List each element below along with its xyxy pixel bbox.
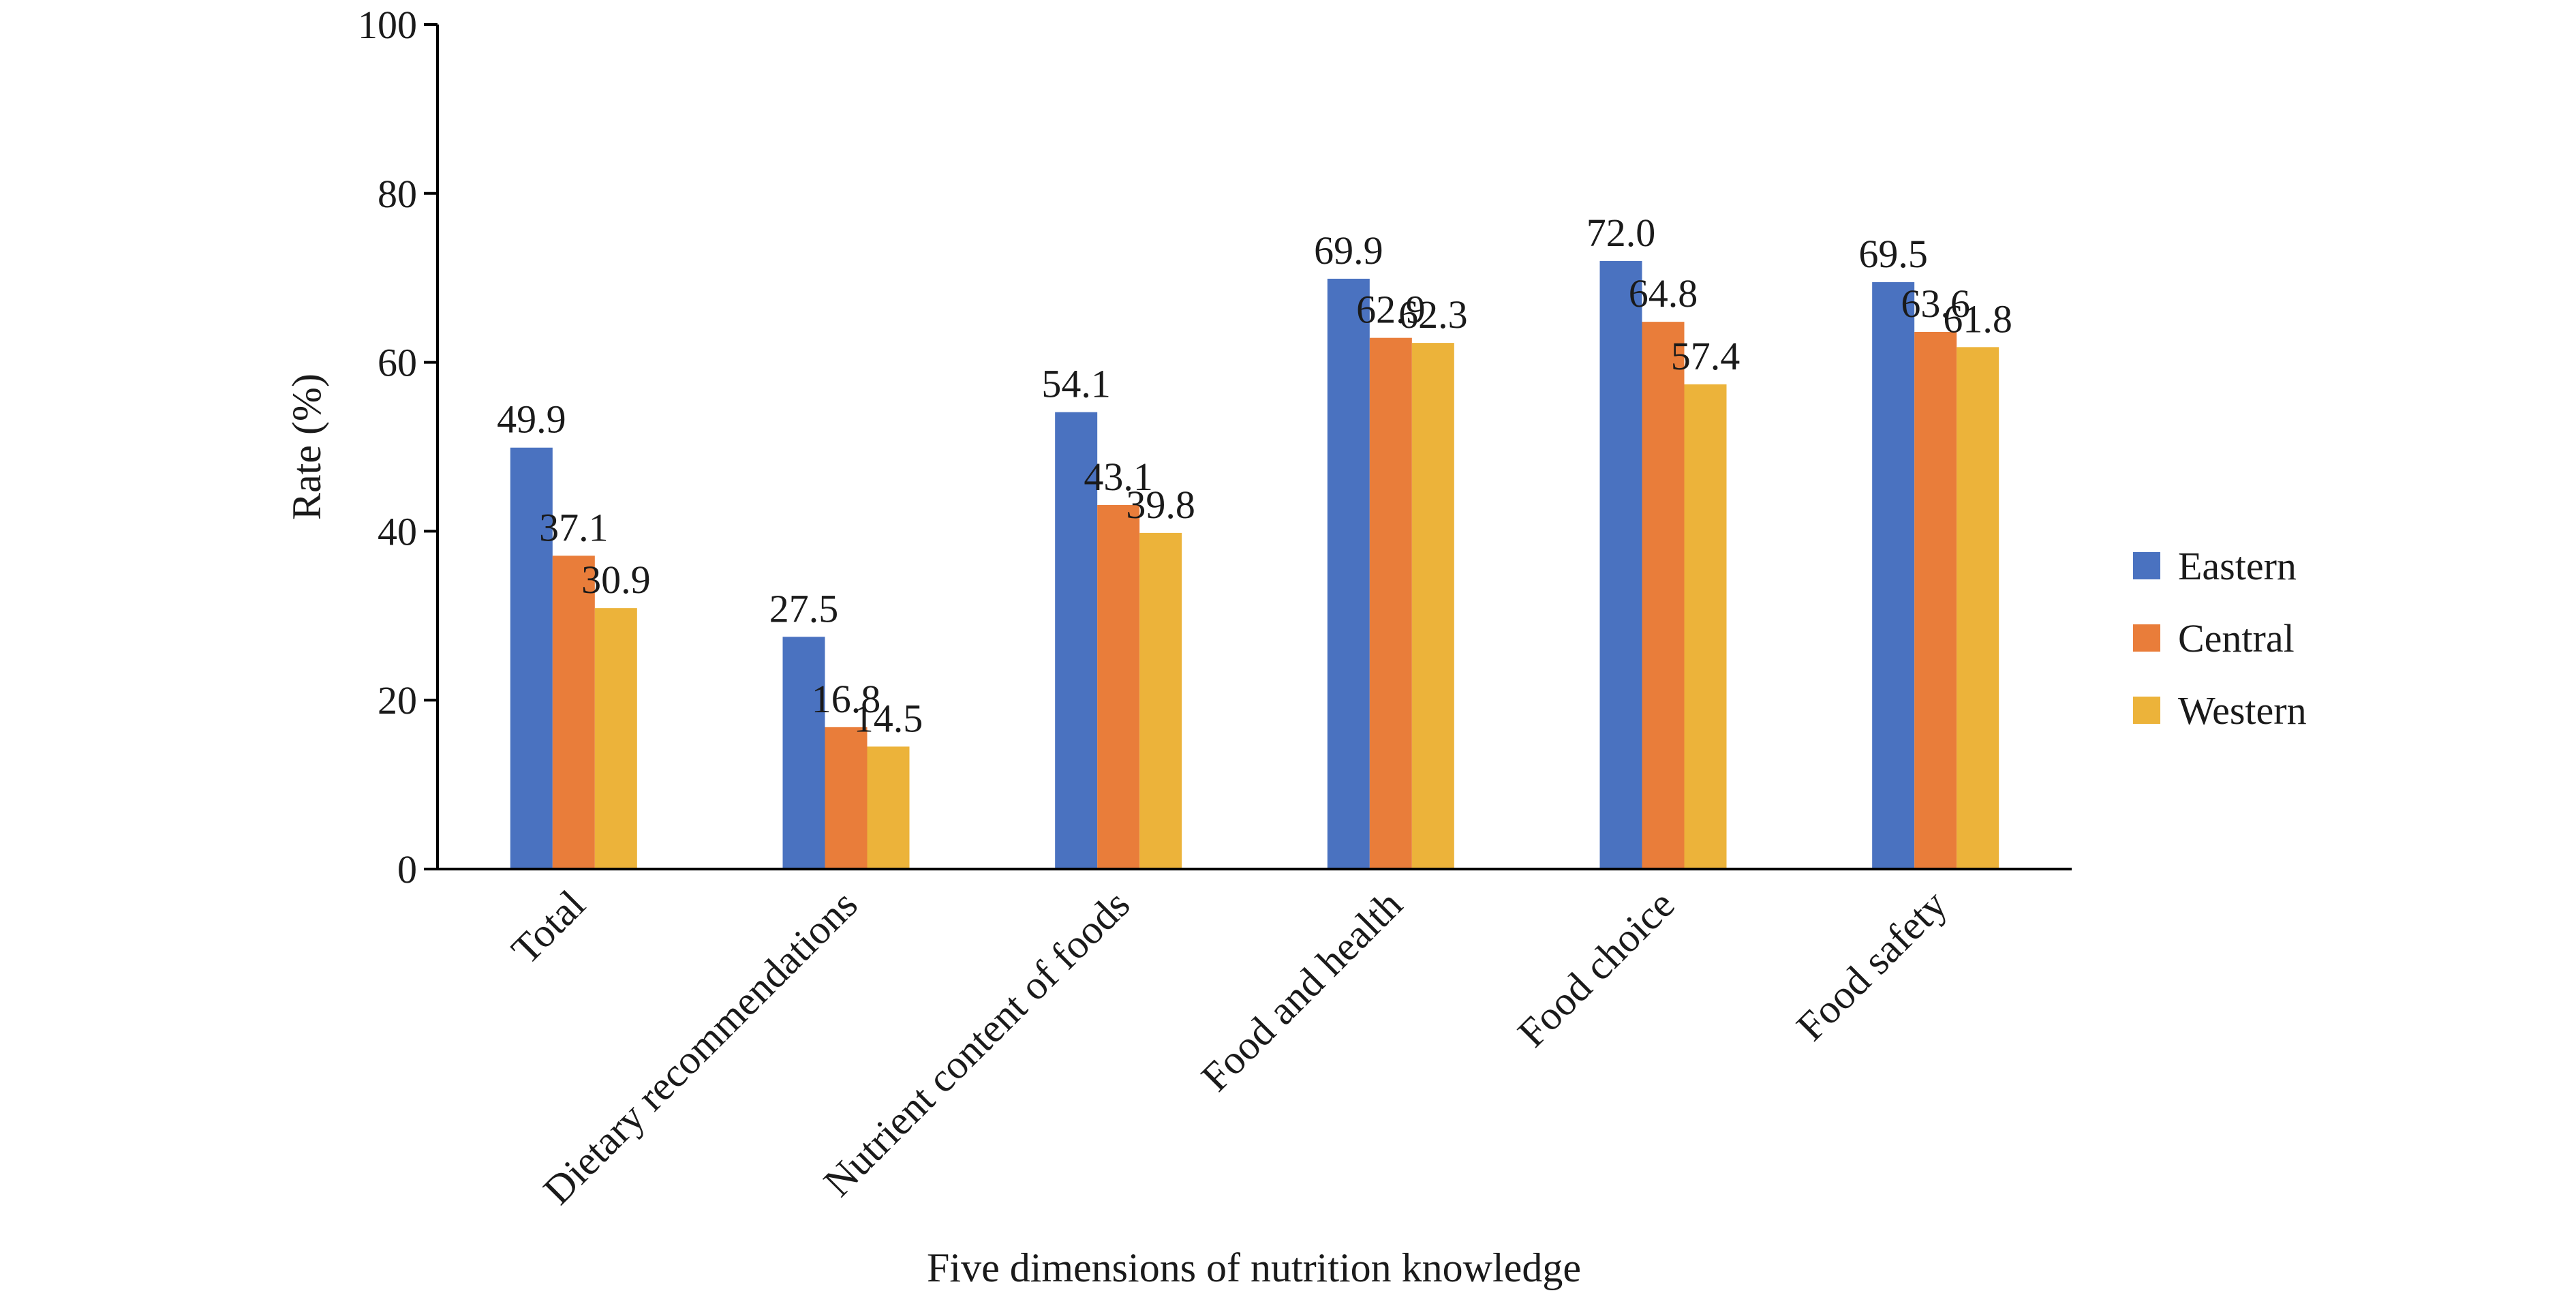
legend-label-eastern: Eastern <box>2178 544 2297 588</box>
data-label-western-2: 14.5 <box>854 696 923 740</box>
data-labels: 49.9 37.1 30.9 27.5 16.814.5 54.1 43.139.8 69.9… <box>497 211 2012 740</box>
data-label-western-1: 30.9 <box>581 558 651 602</box>
data-label-central-2: 16.8 <box>812 677 881 721</box>
data-label-western-5: 57.4 <box>1671 334 1741 378</box>
x-category-label: Dietary recommendations <box>535 882 866 1213</box>
legend-swatch-central <box>2133 624 2160 652</box>
bar-eastern-2 <box>782 637 825 869</box>
x-category-label: Total <box>503 882 594 973</box>
y-axis-ticks: 0 20 40 60 80 100 <box>358 3 438 892</box>
y-tick-label: 0 <box>397 847 417 892</box>
x-category-label: Food choice <box>1509 882 1683 1056</box>
bar-central-6 <box>1914 331 1957 870</box>
data-label-eastern-6: 69.5 <box>1858 232 1928 276</box>
data-label-western-4: 62.3 <box>1398 292 1468 337</box>
y-tick-label: 60 <box>378 341 417 385</box>
y-tick-label: 100 <box>358 3 417 47</box>
bar-western-5 <box>1684 384 1727 869</box>
bar-western-2 <box>867 746 910 869</box>
y-axis-title: Rate (%) <box>284 374 329 520</box>
data-label-western-3: 39.8 <box>1126 483 1195 527</box>
bar-central-2 <box>825 727 868 869</box>
legend-swatch-western <box>2133 697 2160 724</box>
legend: Eastern Central Western <box>2133 544 2307 733</box>
y-tick-label: 80 <box>378 172 417 216</box>
data-label-eastern-2: 27.5 <box>769 586 839 630</box>
bar-eastern-6 <box>1872 282 1915 869</box>
bars <box>510 260 1999 870</box>
bar-western-6 <box>1957 347 1999 870</box>
bar-central-1 <box>552 556 595 869</box>
bar-eastern-5 <box>1599 260 1642 869</box>
bar-central-3 <box>1097 504 1140 869</box>
y-tick-label: 40 <box>378 509 417 553</box>
bar-central-4 <box>1369 337 1412 869</box>
data-label-eastern-5: 72.0 <box>1586 211 1656 255</box>
data-label-eastern-4: 69.9 <box>1314 228 1383 273</box>
x-category-label: Food safety <box>1788 882 1956 1050</box>
bar-western-4 <box>1411 343 1454 869</box>
data-label-eastern-3: 54.1 <box>1041 362 1111 406</box>
bar-eastern-4 <box>1327 278 1370 870</box>
x-axis-title: Five dimensions of nutrition knowledge <box>927 1245 1581 1290</box>
x-category-label: Food and health <box>1193 882 1411 1100</box>
legend-label-central: Central <box>2178 616 2295 660</box>
data-label-central-3: 43.1 <box>1084 455 1153 499</box>
data-label-western-6: 61.8 <box>1943 296 2012 341</box>
bar-eastern-1 <box>510 447 553 869</box>
bar-central-5 <box>1642 322 1685 869</box>
data-label-central-5: 64.8 <box>1629 271 1698 316</box>
data-label-central-6: 63.6 <box>1901 282 1970 326</box>
bar-western-3 <box>1139 532 1182 869</box>
bar-eastern-3 <box>1055 412 1098 869</box>
bar-western-1 <box>594 608 637 869</box>
legend-label-western: Western <box>2178 688 2307 733</box>
data-label-central-1: 37.1 <box>539 505 609 549</box>
data-label-eastern-1: 49.9 <box>497 397 566 442</box>
legend-swatch-eastern <box>2133 552 2160 579</box>
x-category-label: Nutrient content of foods <box>815 882 1138 1205</box>
y-tick-label: 20 <box>378 678 417 722</box>
data-label-central-4: 62.9 <box>1356 288 1426 332</box>
